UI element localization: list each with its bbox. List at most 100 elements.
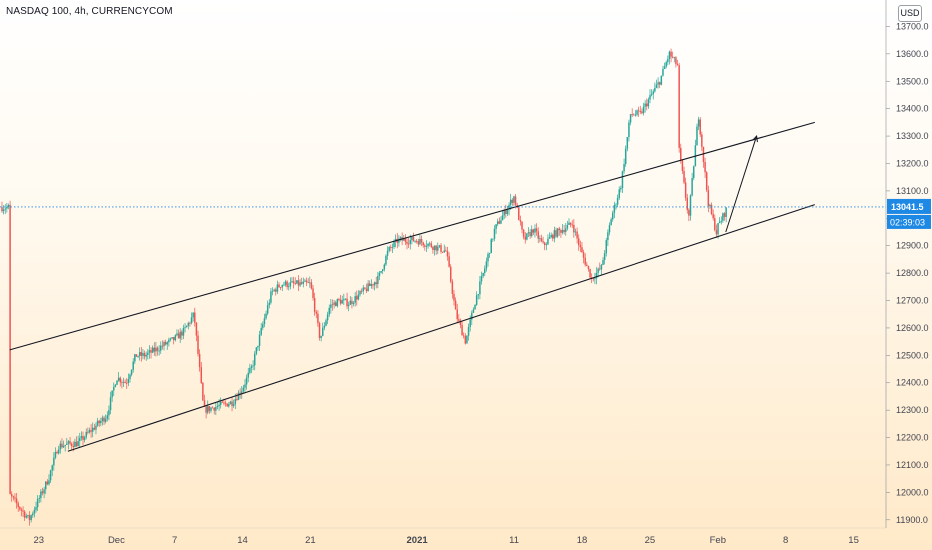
y-tick-label: 11900.0 <box>896 515 928 525</box>
candle-body <box>82 435 84 440</box>
candle-body <box>111 390 113 398</box>
x-tick-label: 18 <box>577 535 588 546</box>
currency-selector[interactable]: USD <box>898 5 922 22</box>
candle-body <box>430 243 433 248</box>
candle-body <box>490 239 492 254</box>
candle-body <box>317 313 319 324</box>
candle-body <box>571 224 573 226</box>
candle-body <box>556 228 559 237</box>
candle-body <box>488 253 491 255</box>
candle-body <box>537 231 539 239</box>
candle-body <box>255 347 258 354</box>
candle-body <box>725 207 727 217</box>
candle-body <box>707 190 710 207</box>
candle-body <box>57 449 60 454</box>
candle-body <box>300 282 303 284</box>
candle-body <box>712 213 714 219</box>
candle-body <box>184 327 186 329</box>
candle-body <box>234 399 237 405</box>
candle-body <box>458 319 460 321</box>
candle-body <box>498 221 501 224</box>
candle-body <box>561 229 564 233</box>
candle-body <box>508 204 510 210</box>
candle-body <box>54 451 57 458</box>
candle-body <box>62 445 65 448</box>
candle-body <box>715 230 718 235</box>
candle-body <box>558 228 561 231</box>
candle-body <box>48 480 50 485</box>
x-tick-label: 7 <box>172 535 177 546</box>
candle-body <box>49 470 52 481</box>
candle-body <box>513 196 515 203</box>
candle-body <box>229 401 232 405</box>
candle-body <box>705 172 708 191</box>
candle-body <box>449 266 452 282</box>
y-tick-label: 12600.0 <box>896 323 929 333</box>
y-tick-label: 13700.0 <box>896 21 929 31</box>
candle-body <box>351 300 353 304</box>
candle-body <box>318 323 321 338</box>
candle-body <box>420 238 423 243</box>
candle-body <box>226 403 228 407</box>
candle-body <box>138 352 141 356</box>
chart-title: NASDAQ 100, 4h, CURRENCYCOM <box>6 6 173 17</box>
candle-body <box>474 304 476 310</box>
y-tick-label: 12800.0 <box>896 268 929 278</box>
candle-body <box>218 404 220 407</box>
candle-body <box>357 294 360 300</box>
candle-body <box>127 379 130 384</box>
candle-body <box>360 291 363 292</box>
y-tick-label: 13100.0 <box>896 186 929 196</box>
candle-body <box>297 280 300 286</box>
candle-body <box>626 137 629 149</box>
candle-body <box>479 281 481 295</box>
candle-body <box>309 282 311 284</box>
candle-body <box>492 238 494 240</box>
candle-body <box>616 198 619 205</box>
candle-body <box>652 91 654 95</box>
candle-body <box>667 59 669 63</box>
candle-body <box>79 438 81 442</box>
candle-body <box>323 325 326 328</box>
candle-body <box>671 56 674 58</box>
candle-body <box>202 382 204 401</box>
candle-body <box>550 234 552 238</box>
candle-body <box>252 365 254 367</box>
candle-body <box>594 278 596 280</box>
candle-body <box>64 444 66 446</box>
candle-body <box>381 269 384 271</box>
candle-body <box>655 84 658 88</box>
candle-body <box>542 241 544 243</box>
candle-body <box>12 496 15 498</box>
x-tick-label: 11 <box>509 535 519 546</box>
candle-body <box>59 443 62 450</box>
y-tick-label: 12300.0 <box>896 405 929 415</box>
candle-body <box>334 302 337 307</box>
candle-body <box>113 386 115 391</box>
candle-body <box>699 119 701 135</box>
candle-body <box>678 65 680 148</box>
candle-body <box>417 241 420 245</box>
trendlines <box>9 121 815 452</box>
candle-body <box>172 337 175 341</box>
candle-body <box>362 287 365 292</box>
candle-body <box>333 302 335 305</box>
candle-body <box>530 229 533 237</box>
candle-body <box>623 164 625 172</box>
candle-body <box>158 350 160 352</box>
candle-body <box>406 241 408 244</box>
candle-body <box>365 288 368 292</box>
candle-body <box>584 257 586 265</box>
candle-body <box>356 296 358 300</box>
candle-body <box>600 264 603 270</box>
candle-body <box>352 302 355 304</box>
candle-body <box>560 230 562 233</box>
candle-body <box>130 369 133 375</box>
candle-body <box>566 224 569 229</box>
candle-body <box>292 281 295 284</box>
candle-body <box>637 110 640 112</box>
candle-body <box>686 197 689 210</box>
candle-body <box>511 199 514 203</box>
candle-body <box>668 51 671 60</box>
candle-body <box>197 335 199 354</box>
